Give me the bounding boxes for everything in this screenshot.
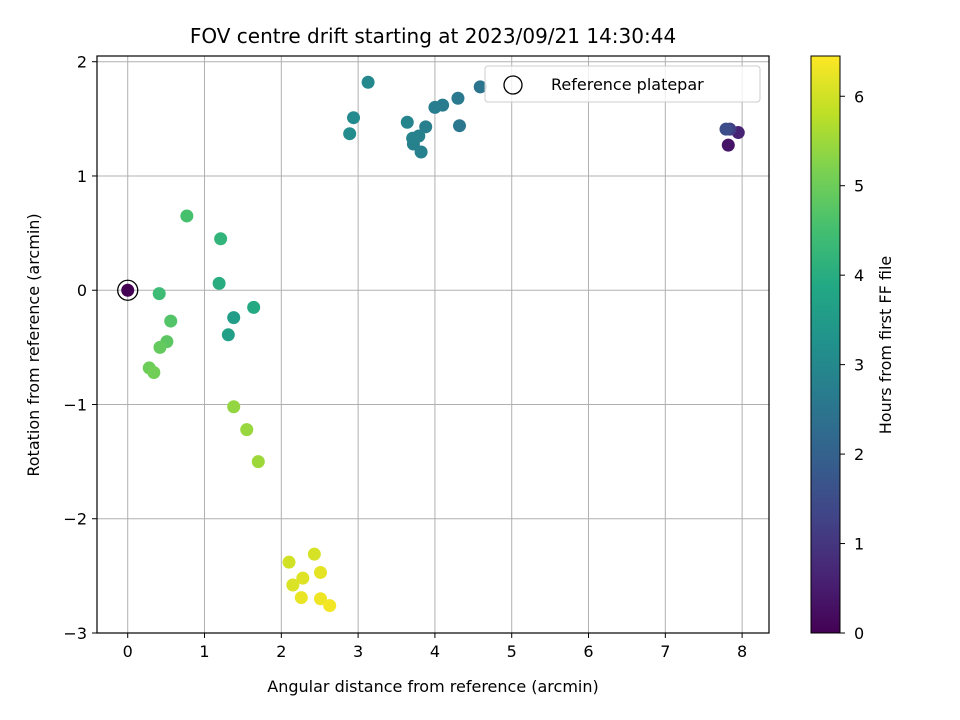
- chart-title: FOV centre drift starting at 2023/09/21 …: [190, 24, 676, 48]
- data-point: [152, 287, 166, 301]
- legend-marker: [503, 75, 523, 95]
- data-point: [343, 127, 357, 141]
- data-point: [419, 120, 433, 134]
- data-point: [313, 565, 327, 579]
- data-point: [227, 400, 241, 414]
- data-point: [719, 122, 733, 136]
- data-point: [313, 592, 327, 606]
- colorbar-tick-label: 5: [854, 177, 864, 196]
- colorbar-label: Hours from first FF file: [876, 256, 895, 435]
- data-point: [121, 283, 135, 297]
- y-axis-label: Rotation from reference (arcmin): [24, 213, 43, 476]
- data-point: [251, 455, 265, 469]
- data-point: [221, 328, 235, 342]
- colorbar-tick-label: 4: [854, 266, 864, 285]
- data-point: [282, 555, 296, 569]
- y-tick-label: −3: [63, 624, 87, 643]
- data-points: [117, 75, 745, 613]
- legend-box: [484, 65, 761, 103]
- data-point: [721, 138, 735, 152]
- reference-platepar-marker: [117, 279, 139, 301]
- data-point: [147, 365, 161, 379]
- colorbar-tick-label: 6: [854, 87, 864, 106]
- colorbar: 0 1 2 3 4 5 6 Hours from first FF file: [810, 55, 895, 643]
- data-point: [227, 311, 241, 325]
- data-point: [240, 423, 254, 437]
- data-point: [164, 314, 178, 328]
- colorbar-tick-label: 0: [854, 624, 864, 643]
- x-axis-ticks: 0 1 2 3 4 5 6 7 8: [123, 633, 747, 661]
- data-point: [347, 111, 361, 125]
- legend: Reference platepar: [484, 65, 761, 103]
- x-tick-label: 1: [199, 642, 209, 661]
- y-tick-label: 2: [77, 53, 87, 72]
- y-tick-label: 0: [77, 281, 87, 300]
- colorbar-tick-label: 2: [854, 445, 864, 464]
- data-point: [307, 547, 321, 561]
- legend-label: Reference platepar: [551, 75, 704, 94]
- data-point: [451, 91, 465, 105]
- data-point: [400, 115, 414, 129]
- y-tick-label: 1: [77, 167, 87, 186]
- data-point: [473, 80, 487, 94]
- data-point: [428, 100, 442, 114]
- x-axis-label: Angular distance from reference (arcmin): [267, 677, 598, 696]
- x-tick-label: 3: [353, 642, 363, 661]
- data-point: [153, 340, 167, 354]
- data-point: [323, 599, 337, 613]
- x-tick-label: 8: [737, 642, 747, 661]
- colorbar-ticks: 0 1 2 3 4 5 6: [840, 87, 864, 643]
- data-point: [286, 578, 300, 592]
- x-tick-label: 0: [123, 642, 133, 661]
- colorbar-gradient: [810, 55, 841, 634]
- x-tick-label: 2: [276, 642, 286, 661]
- y-axis-ticks: −3 −2 −1 0 1 2: [63, 53, 97, 643]
- data-point: [247, 300, 261, 314]
- x-tick-label: 5: [507, 642, 517, 661]
- data-point: [214, 232, 228, 246]
- data-point: [212, 276, 226, 290]
- data-point: [180, 209, 194, 223]
- data-point: [296, 571, 310, 585]
- x-tick-label: 4: [430, 642, 440, 661]
- x-tick-label: 7: [660, 642, 670, 661]
- data-point: [361, 75, 375, 89]
- colorbar-tick-label: 1: [854, 535, 864, 554]
- y-tick-label: −2: [63, 510, 87, 529]
- colorbar-tick-label: 3: [854, 356, 864, 375]
- plot-frame: [96, 55, 770, 634]
- data-point: [452, 119, 466, 133]
- data-point: [406, 131, 420, 145]
- grid-lines: [97, 56, 769, 634]
- y-tick-label: −1: [63, 395, 87, 414]
- x-tick-label: 6: [583, 642, 593, 661]
- data-point: [294, 591, 308, 605]
